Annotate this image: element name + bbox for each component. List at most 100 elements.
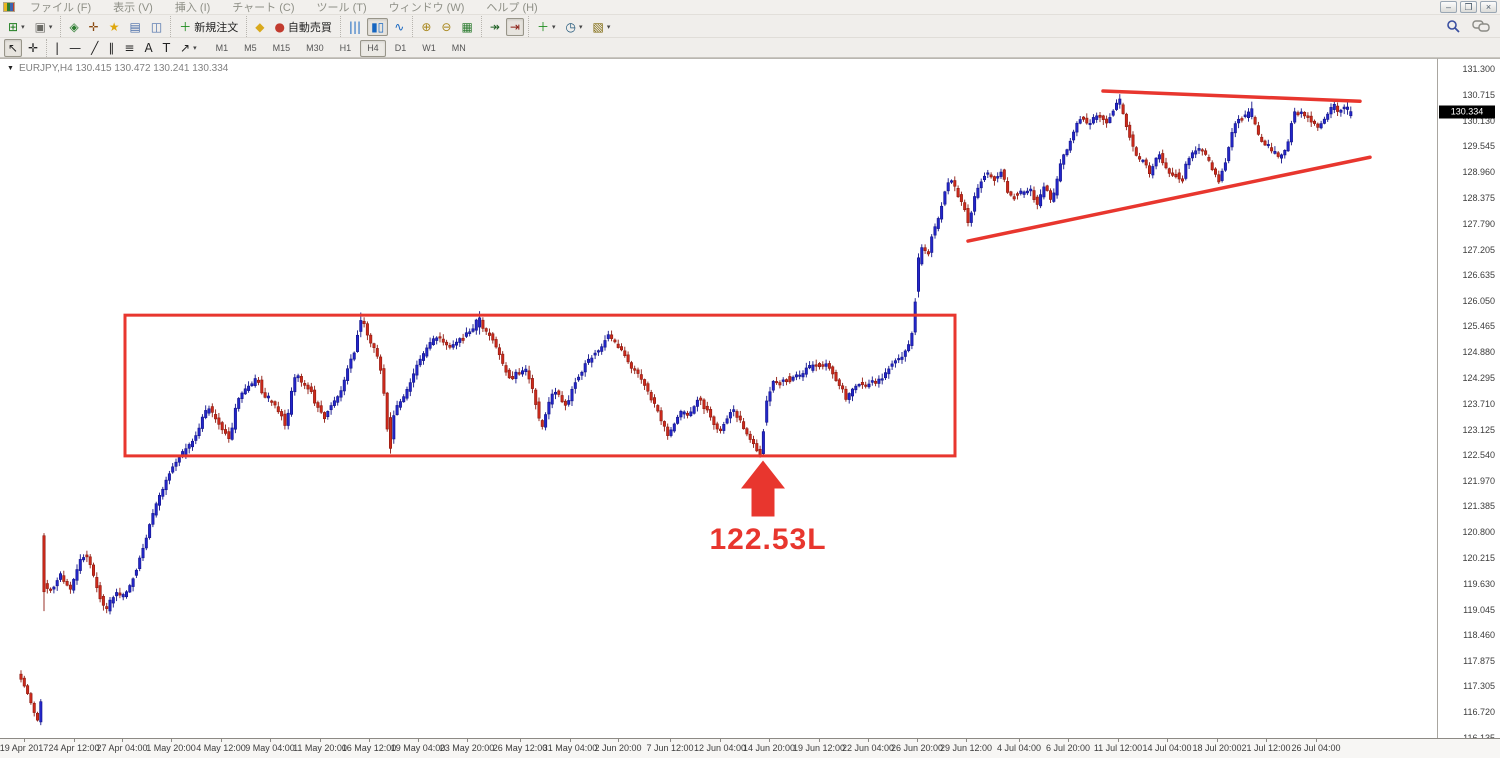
zoom-in-icon[interactable]: ⊕ bbox=[417, 18, 435, 36]
toolbar-group: ↠ ⇥ bbox=[480, 16, 528, 37]
close-button[interactable]: × bbox=[1480, 1, 1497, 13]
price-tick: 125.465 bbox=[1462, 321, 1495, 332]
timeframe-m30[interactable]: M30 bbox=[306, 43, 324, 53]
terminal-icon: ▤ bbox=[129, 19, 141, 34]
time-tick-label: 22 Jun 04:00 bbox=[841, 743, 895, 753]
navigator-icon[interactable]: ★ bbox=[105, 18, 124, 36]
crosshair-icon[interactable]: ✛ bbox=[24, 39, 42, 57]
time-tick-label: 6 Jul 20:00 bbox=[1045, 743, 1091, 753]
vertical-line-icon[interactable]: | bbox=[51, 39, 63, 57]
horizontal-line-icon: — bbox=[69, 41, 82, 55]
templates-icon[interactable]: ▧ ▾ bbox=[588, 18, 614, 36]
triangle-lower-trendline[interactable] bbox=[966, 155, 1372, 243]
text-icon[interactable]: A bbox=[140, 39, 156, 57]
chart-line-icon[interactable]: ∿ bbox=[390, 18, 408, 36]
time-tick-mark bbox=[320, 739, 321, 742]
autotrading-button[interactable]: ● 自動売買 bbox=[270, 18, 335, 36]
time-axis[interactable]: 19 Apr 2017 24 Apr 12:00 27 Apr 04:00 1 May… bbox=[0, 738, 1500, 758]
metaeditor-icon: ◆ bbox=[255, 19, 265, 34]
triangle-upper-trendline[interactable] bbox=[1101, 89, 1362, 103]
price-tick: 124.295 bbox=[1462, 373, 1495, 384]
collapse-triangle-icon[interactable]: ▼ bbox=[7, 65, 14, 72]
time-tick-label: 21 Jul 12:00 bbox=[1241, 743, 1291, 753]
horizontal-line-icon[interactable]: — bbox=[65, 39, 85, 57]
chart-area[interactable]: ▼ EURJPY,H4 130.415 130.472 130.241 130.… bbox=[0, 58, 1437, 738]
profiles-dropdown-icon[interactable]: ▾ bbox=[48, 23, 53, 31]
time-tick-label: 4 May 12:00 bbox=[196, 743, 246, 753]
menu-view[interactable]: 表示 (V) bbox=[113, 2, 153, 14]
menu-help[interactable]: ヘルプ (H) bbox=[486, 2, 538, 14]
price-tick: 122.540 bbox=[1462, 450, 1495, 461]
price-tick: 117.875 bbox=[1463, 656, 1495, 667]
time-tick-mark bbox=[1167, 739, 1168, 742]
menu-insert[interactable]: 挿入 (I) bbox=[174, 2, 211, 14]
timeframe-m5[interactable]: M5 bbox=[244, 43, 257, 53]
strategy-tester-icon: ◫ bbox=[150, 19, 163, 34]
market-watch-icon[interactable]: ◈ bbox=[65, 18, 82, 36]
price-axis[interactable]: 131.300 130.715 130.130 129.545 128.960 128.3… bbox=[1437, 58, 1500, 743]
menu-bar: ファイル (F) 表示 (V) 挿入 (I) チャート (C) ツール (T) ウィンドウ… bbox=[0, 0, 1500, 15]
metaeditor-icon[interactable]: ◆ bbox=[251, 18, 268, 36]
periods-dropdown-icon[interactable]: ▾ bbox=[578, 23, 583, 31]
equidistant-channel-icon[interactable]: ∥ bbox=[104, 39, 118, 57]
menu-window[interactable]: ウィンドウ (W) bbox=[388, 2, 465, 14]
candlestick-chart[interactable]: 122.53L bbox=[0, 59, 1437, 738]
price-tick: 128.960 bbox=[1462, 167, 1495, 178]
data-window-icon[interactable]: ✛ bbox=[85, 18, 103, 36]
timeframe-bar: M1 M5 M15 M30 H1 H4 D1 W1 MN bbox=[205, 39, 477, 57]
indicators-dropdown-icon[interactable]: ▾ bbox=[551, 23, 556, 31]
indicators-icon[interactable]: ＋ ▾ bbox=[533, 18, 560, 36]
cursor-icon[interactable]: ↖ bbox=[4, 39, 23, 57]
chart-bars-icon[interactable]: ||| bbox=[345, 18, 365, 36]
zoom-in-icon: ⊕ bbox=[421, 19, 432, 34]
search-icon[interactable] bbox=[1446, 19, 1460, 33]
periods-icon[interactable]: ◷ ▾ bbox=[561, 18, 586, 36]
chart-bars-icon: ||| bbox=[348, 19, 362, 34]
new-chart-icon[interactable]: ⊞ ▾ bbox=[4, 18, 29, 36]
timeframe-mn[interactable]: MN bbox=[451, 43, 466, 53]
app-logo-icon bbox=[3, 2, 15, 12]
price-tick: 128.375 bbox=[1462, 193, 1495, 204]
tile-windows-icon[interactable]: ▦ bbox=[457, 18, 476, 36]
templates-dropdown-icon[interactable]: ▾ bbox=[606, 23, 611, 31]
minimize-button[interactable]: – bbox=[1440, 1, 1457, 13]
text-label-icon[interactable]: T bbox=[159, 39, 174, 57]
chat-icon[interactable] bbox=[1472, 19, 1490, 33]
timeframe-w1[interactable]: W1 bbox=[422, 43, 436, 53]
timeframe-m1[interactable]: M1 bbox=[215, 43, 229, 53]
toolbar-right-icons bbox=[1446, 19, 1490, 33]
price-tick: 131.300 bbox=[1462, 64, 1495, 74]
chart-shift-icon[interactable]: ⇥ bbox=[505, 17, 524, 36]
price-level-label[interactable]: 122.53L bbox=[709, 523, 826, 556]
fibonacci-icon[interactable]: ≡ bbox=[120, 39, 138, 57]
menu-tools[interactable]: ツール (T) bbox=[316, 2, 367, 14]
periods-icon: ◷ bbox=[565, 19, 576, 34]
toolbar-group: ＋ ▾ ◷ ▾ ▧ ▾ bbox=[527, 16, 618, 37]
zoom-out-icon[interactable]: ⊖ bbox=[437, 18, 455, 36]
timeframe-d1[interactable]: D1 bbox=[394, 43, 407, 53]
price-tick: 116.720 bbox=[1463, 707, 1495, 718]
terminal-icon[interactable]: ▤ bbox=[126, 18, 145, 36]
trendline-icon[interactable]: ╱ bbox=[87, 39, 102, 57]
timeframe-h4[interactable]: H4 bbox=[360, 39, 386, 57]
range-box-annotation[interactable] bbox=[123, 313, 957, 458]
menu-file[interactable]: ファイル (F) bbox=[30, 2, 92, 14]
breakout-arrow-annotation[interactable] bbox=[741, 460, 785, 517]
menu-chart[interactable]: チャート (C) bbox=[232, 2, 295, 14]
restore-button[interactable]: ❐ bbox=[1460, 1, 1477, 13]
candles-layer bbox=[19, 94, 1353, 726]
timeframe-m15[interactable]: M15 bbox=[272, 43, 291, 53]
new-chart-dropdown-icon[interactable]: ▾ bbox=[21, 23, 25, 31]
indicators-icon: ＋ bbox=[536, 19, 549, 34]
time-tick-mark bbox=[618, 739, 619, 742]
new-order-button[interactable]: ＋新規注文 bbox=[175, 18, 242, 36]
timeframe-h1[interactable]: H1 bbox=[339, 43, 352, 53]
auto-scroll-icon[interactable]: ↠ bbox=[486, 18, 504, 36]
arrows-icon[interactable]: ↗ ▾ bbox=[176, 39, 201, 57]
chart-candles-icon[interactable]: ▮▯ bbox=[367, 17, 389, 36]
profiles-icon[interactable]: ▣ ▾ bbox=[31, 18, 57, 36]
price-tick: 127.205 bbox=[1462, 244, 1495, 255]
strategy-tester-icon[interactable]: ◫ bbox=[147, 18, 166, 36]
arrows-dropdown-icon[interactable]: ▾ bbox=[193, 45, 197, 52]
